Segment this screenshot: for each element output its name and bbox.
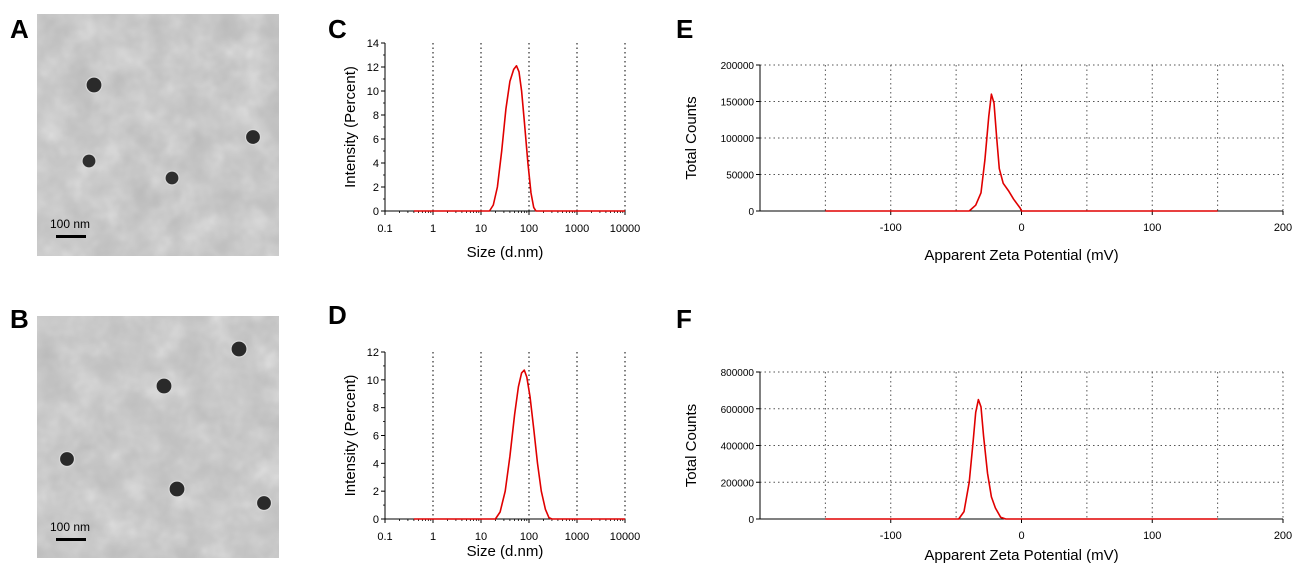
panel-label-b: B — [10, 304, 29, 334]
y-tick-label: 0 — [748, 207, 754, 218]
x-tick-label: -100 — [880, 530, 902, 542]
tem-background — [37, 14, 279, 256]
y-tick-label: 400000 — [721, 442, 755, 453]
y-tick-label: 200000 — [721, 478, 755, 489]
y-tick-label: 14 — [367, 38, 379, 50]
y-tick-label: 50000 — [726, 171, 754, 182]
x-tick-label: 0.1 — [377, 531, 392, 543]
y-tick-label: 8 — [373, 110, 379, 122]
nanoparticle — [81, 153, 97, 169]
y-tick-label: 2 — [373, 486, 379, 498]
x-tick-label: 10000 — [610, 223, 641, 235]
x-axis-label: Apparent Zeta Potential (mV) — [924, 247, 1118, 264]
scale-bar — [56, 235, 86, 238]
y-tick-label: 4 — [373, 458, 379, 470]
y-tick-label: 600000 — [721, 405, 755, 416]
scale-bar-label: 100 nm — [50, 217, 90, 231]
y-tick-label: 0 — [748, 515, 754, 526]
x-tick-label: 0 — [1018, 222, 1024, 234]
panel-label-f: F — [676, 304, 692, 334]
data-series-line — [413, 65, 625, 212]
x-axis-label: Size (d.nm) — [467, 543, 544, 560]
y-tick-label: 6 — [373, 431, 379, 443]
nanoparticle — [230, 340, 248, 358]
data-series-line — [413, 369, 625, 520]
x-axis-label: Size (d.nm) — [467, 244, 544, 261]
chart-c: 0.1 1 10 100 1000 10000 0 2 4 6 8 10 12 14 Size (d.nm)… — [342, 38, 640, 261]
y-axis-label: Total Counts — [683, 96, 700, 179]
chart-f: 0 200000 400000 600000 800000 -100 0 100 200 Appa… — [683, 368, 1292, 564]
nanoparticle — [244, 128, 262, 146]
x-tick-label: 10 — [475, 531, 487, 543]
y-axis-label: Intensity (Percent) — [342, 375, 359, 497]
panel-label-c: C — [328, 14, 347, 44]
x-tick-label: 200 — [1274, 222, 1292, 234]
y-tick-label: 200000 — [721, 61, 755, 72]
x-axis-label: Apparent Zeta Potential (mV) — [924, 547, 1118, 564]
nanoparticle — [255, 494, 273, 512]
panel-label-d: D — [328, 300, 347, 330]
nanoparticle — [85, 76, 103, 94]
y-axis-label: Total Counts — [683, 404, 700, 487]
data-series-line — [825, 93, 1218, 212]
y-tick-label: 12 — [367, 62, 379, 74]
nanoparticle — [155, 377, 173, 395]
x-tick-label: 1 — [430, 531, 436, 543]
x-tick-label: 10000 — [610, 531, 641, 543]
y-tick-label: 2 — [373, 182, 379, 194]
y-tick-label: 0 — [373, 206, 379, 218]
panel-label-e: E — [676, 14, 694, 44]
nanoparticle — [164, 170, 180, 186]
y-axis-label: Intensity (Percent) — [342, 66, 359, 188]
x-tick-label: 100 — [1143, 222, 1161, 234]
y-tick-label: 10 — [367, 86, 379, 98]
nanoparticle — [168, 480, 186, 498]
x-tick-label: 100 — [520, 223, 538, 235]
y-tick-label: 6 — [373, 134, 379, 146]
y-tick-label: 4 — [373, 158, 379, 170]
x-tick-label: 0 — [1018, 530, 1024, 542]
x-tick-label: 200 — [1274, 530, 1292, 542]
y-tick-label: 0 — [373, 514, 379, 526]
y-tick-label: 12 — [367, 347, 379, 359]
data-series-line — [825, 398, 1218, 520]
x-tick-label: 1000 — [565, 531, 589, 543]
y-tick-label: 8 — [373, 403, 379, 415]
tem-image-b: 100 nm — [37, 316, 279, 558]
nanoparticle — [58, 450, 76, 468]
y-tick-label: 10 — [367, 375, 379, 387]
x-tick-label: 100 — [1143, 530, 1161, 542]
chart-d: 0.1 1 10 100 1000 10000 0 2 4 6 8 10 12 Size (d.nm) In… — [342, 347, 640, 560]
y-tick-label: 150000 — [721, 98, 755, 109]
x-tick-label: 0.1 — [377, 223, 392, 235]
scale-bar-label: 100 nm — [50, 520, 90, 534]
x-tick-label: 10 — [475, 223, 487, 235]
x-tick-label: 1 — [430, 223, 436, 235]
x-tick-label: 1000 — [565, 223, 589, 235]
scale-bar — [56, 538, 86, 541]
y-tick-label: 100000 — [721, 134, 755, 145]
panel-label-a: A — [10, 14, 29, 44]
tem-image-a: 100 nm — [37, 14, 279, 256]
y-tick-label: 800000 — [721, 368, 755, 379]
x-tick-label: -100 — [880, 222, 902, 234]
x-tick-label: 100 — [520, 531, 538, 543]
chart-e: 0 50000 100000 150000 200000 -100 0 100 200 Appar… — [683, 61, 1292, 264]
